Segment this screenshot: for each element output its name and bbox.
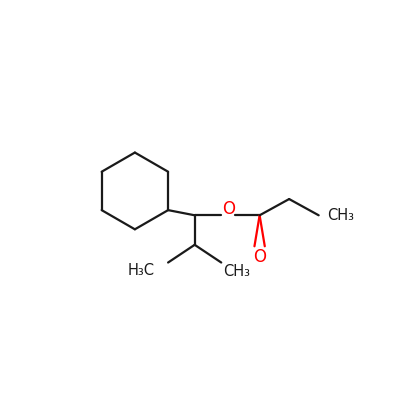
- Text: O: O: [222, 200, 235, 218]
- Text: CH₃: CH₃: [327, 208, 354, 223]
- Text: O: O: [253, 248, 266, 266]
- Text: H₃C: H₃C: [128, 263, 155, 278]
- Text: CH₃: CH₃: [223, 264, 250, 279]
